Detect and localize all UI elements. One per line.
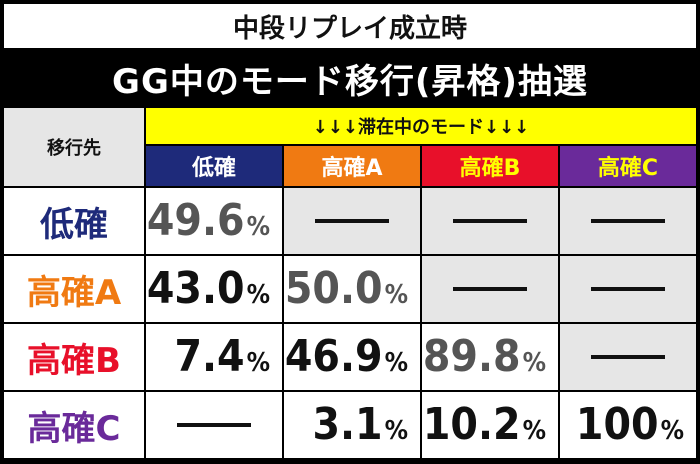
column-header-1: 低確 [146,146,282,186]
percent-sign: % [384,416,408,446]
current-mode-header: ↓↓↓滞在中のモード↓↓↓ [146,108,696,144]
percent-sign: % [246,280,270,310]
dash-mark [177,423,251,427]
row-header-2: 高確A [4,256,144,322]
percent-sign: % [522,348,546,378]
probability-cell: 3.1% [284,392,420,458]
row-header-4: 高確C [4,392,144,458]
probability-cell: 100% [560,392,696,458]
dash-mark [315,219,389,223]
probability-value: 7.4 [174,331,245,382]
empty-cell-dash [560,324,696,390]
column-header-4: 高確C [560,146,696,186]
probability-value: 10.2 [422,399,521,450]
percent-sign: % [384,280,408,310]
empty-cell-dash [284,188,420,254]
dash-mark [453,219,527,223]
probability-value: 3.1 [312,399,383,450]
column-header-3: 高確B [422,146,558,186]
probability-cell: 10.2% [422,392,558,458]
table-title: GG中のモード移行(昇格)抽選 [112,61,588,102]
probability-value: 46.9 [284,331,383,382]
empty-cell-dash [422,256,558,322]
empty-cell-dash [560,188,696,254]
table-subtitle: 中段リプレイ成立時 [4,4,696,48]
percent-sign: % [384,348,408,378]
probability-value: 50.0 [284,263,383,314]
probability-cell: 43.0% [146,256,282,322]
dash-mark [591,287,665,291]
percent-sign: % [522,416,546,446]
dash-mark [591,355,665,359]
empty-cell-dash [146,392,282,458]
column-header-2: 高確A [284,146,420,186]
probability-value: 49.6 [146,195,245,246]
probability-value: 89.8 [422,331,521,382]
row-header-3: 高確B [4,324,144,390]
probability-cell: 49.6% [146,188,282,254]
probability-cell: 46.9% [284,324,420,390]
corner-header-destination: 移行先 [4,108,144,186]
dash-mark [453,287,527,291]
empty-cell-dash [560,256,696,322]
probability-cell: 50.0% [284,256,420,322]
percent-sign: % [660,416,684,446]
empty-cell-dash [422,188,558,254]
percent-sign: % [246,348,270,378]
dash-mark [591,219,665,223]
percent-sign: % [246,212,270,242]
row-header-1: 低確 [4,188,144,254]
probability-cell: 7.4% [146,324,282,390]
probability-value: 100 [575,399,659,450]
probability-value: 43.0 [146,263,245,314]
probability-cell: 89.8% [422,324,558,390]
